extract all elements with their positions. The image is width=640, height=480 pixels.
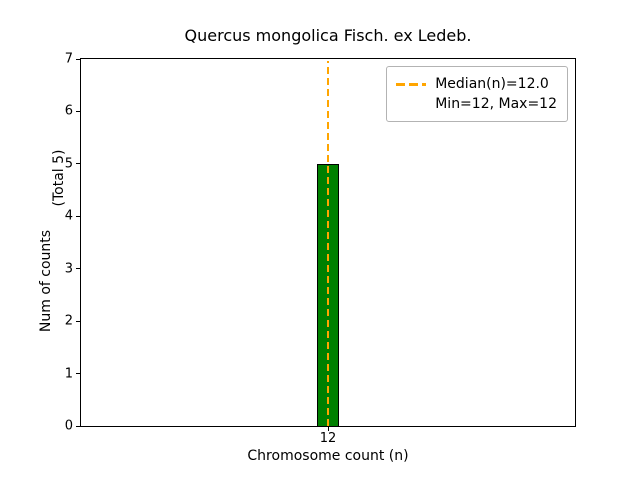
y-tick-mark — [76, 320, 80, 322]
y-tick-label: 3 — [64, 261, 73, 277]
legend: Median(n)=12.0 Min=12, Max=12 — [386, 66, 568, 122]
legend-entry-median: Median(n)=12.0 — [396, 74, 557, 94]
y-tick-label: 6 — [64, 103, 73, 119]
y-tick-label: 1 — [64, 366, 73, 382]
median-line — [327, 61, 329, 426]
x-axis-label: Chromosome count (n) — [247, 448, 409, 464]
y-tick-mark — [76, 373, 80, 375]
y-tick-label: 2 — [64, 313, 73, 329]
y-tick-mark — [76, 110, 80, 112]
legend-label-median: Median(n)=12.0 — [435, 76, 549, 92]
legend-label-minmax: Min=12, Max=12 — [435, 96, 557, 112]
y-tick-mark — [76, 268, 80, 270]
y-tick-mark — [76, 425, 80, 427]
y-tick-mark — [76, 215, 80, 217]
y-tick-label: 0 — [64, 418, 73, 434]
legend-entry-minmax: Min=12, Max=12 — [396, 94, 557, 114]
y-tick-label: 5 — [64, 156, 73, 172]
x-tick-mark — [327, 427, 329, 431]
y-tick-mark — [76, 58, 80, 60]
y-tick-mark — [76, 163, 80, 165]
y-tick-label: 7 — [64, 51, 73, 67]
median-line-legend-swatch — [396, 82, 427, 86]
y-axis-label: Num of counts — [38, 229, 54, 333]
x-tick-label: 12 — [319, 431, 337, 446]
y-tick-label: 4 — [64, 208, 73, 224]
chart-title: Quercus mongolica Fisch. ex Ledeb. — [184, 26, 472, 45]
legend-empty-swatch — [396, 103, 426, 106]
